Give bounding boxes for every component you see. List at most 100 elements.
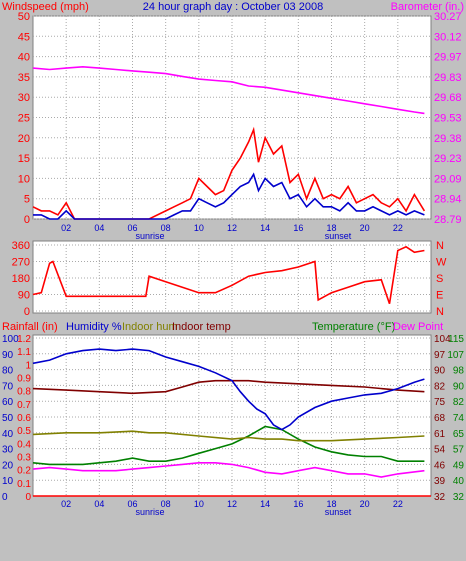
- dir-y-tick-label: 90: [18, 290, 30, 302]
- indoor-temp-y-tick-label: 39: [434, 476, 446, 487]
- baro-y-tick-label: 29.68: [434, 92, 462, 104]
- rain-y-tick-label: 0.7: [17, 400, 31, 411]
- indoor-temp-y-tick-label: 68: [434, 413, 446, 424]
- wind-x-tick-label: 16: [293, 223, 303, 233]
- indoor-temp-y-tick-label: 61: [434, 429, 446, 440]
- baro-y-tick-label: 29.53: [434, 113, 462, 125]
- hum-x-tick-label: 14: [260, 499, 270, 509]
- rain-y-tick-label: 1.2: [17, 334, 31, 345]
- hum-x-tick-label: 18: [326, 499, 336, 509]
- wind-y-tick-label: 50: [18, 11, 30, 23]
- rain-y-tick-label: 0.2: [17, 466, 31, 477]
- temp-y-tick-label: 40: [453, 476, 465, 487]
- hum-x-tick-label: 12: [227, 499, 237, 509]
- chart-title: 24 hour graph day : October 03 2008: [143, 1, 323, 13]
- indoor-temp-y-tick-label: 46: [434, 460, 446, 471]
- wind-y-tick-label: 25: [18, 113, 30, 125]
- wind-x-tick-label: 02: [61, 223, 71, 233]
- barometer-axis-label: Barometer (in.): [391, 1, 464, 13]
- sunrise-label-bottom: sunrise: [135, 507, 164, 517]
- wind-x-tick-label: 22: [393, 223, 403, 233]
- rain-y-tick-label: 1.1: [17, 347, 31, 358]
- baro-y-tick-label: 29.97: [434, 52, 462, 64]
- wind-y-tick-label: 10: [18, 173, 30, 185]
- legend-rainfall: Rainfall (in): [2, 321, 58, 333]
- wind-x-tick-label: 14: [260, 223, 270, 233]
- rain-y-tick-label: 0: [25, 492, 31, 503]
- dir-y-tick-label: 0: [24, 306, 30, 318]
- temp-y-tick-label: 32: [453, 492, 465, 503]
- indoor-temp-y-tick-label: 104: [434, 334, 451, 345]
- hum-y-tick-label: 90: [2, 350, 14, 361]
- wind-y-tick-label: 0: [24, 214, 30, 226]
- dewpoint-line: [32, 461, 425, 478]
- rain-y-tick-label: 0.5: [17, 426, 31, 437]
- temp-y-tick-label: 74: [453, 413, 465, 424]
- barometer-line: [32, 65, 425, 115]
- baro-y-tick-label: 30.27: [434, 11, 462, 23]
- temp-y-tick-label: 82: [453, 397, 465, 408]
- wind-y-tick-label: 35: [18, 72, 30, 84]
- indoor-temp-y-tick-label: 97: [434, 350, 446, 361]
- hum-x-tick-label: 02: [61, 499, 71, 509]
- temp-y-tick-label: 107: [447, 350, 464, 361]
- wind-x-tick-label: 10: [194, 223, 204, 233]
- legend-dewpoint: Dew Point: [393, 321, 443, 333]
- hum-y-tick-label: 40: [2, 429, 14, 440]
- baro-y-tick-label: 29.38: [434, 133, 462, 145]
- hum-x-tick-label: 22: [393, 499, 403, 509]
- hum-y-tick-label: 10: [2, 476, 14, 487]
- hum-y-tick-label: 70: [2, 381, 14, 392]
- dir-compass-label: N: [436, 306, 444, 318]
- wind-direction-line: [32, 245, 425, 304]
- wind-x-tick-label: 18: [326, 223, 336, 233]
- rain-y-tick-label: 1: [25, 360, 31, 371]
- sunset-label-top: sunset: [325, 231, 352, 241]
- baro-y-tick-label: 29.23: [434, 153, 462, 165]
- dir-compass-label: W: [436, 257, 447, 269]
- temp-y-tick-label: 49: [453, 460, 465, 471]
- rain-y-tick-label: 0.3: [17, 453, 31, 464]
- rain-y-tick-label: 0.6: [17, 413, 31, 424]
- baro-y-tick-label: 28.94: [434, 194, 462, 206]
- tick-labels: 0510152025303540455028.7928.9429.0929.23…: [2, 11, 464, 509]
- indoor-temp-y-tick-label: 32: [434, 492, 446, 503]
- temp-y-tick-label: 65: [453, 429, 465, 440]
- baro-y-tick-label: 29.09: [434, 173, 462, 185]
- sunset-label-bottom: sunset: [325, 507, 352, 517]
- legend-indoor-temp: Indoor temp: [172, 321, 231, 333]
- indoor-humidity-line: [32, 430, 425, 442]
- hum-x-tick-label: 20: [360, 499, 370, 509]
- baro-y-tick-label: 29.83: [434, 72, 462, 84]
- rain-y-tick-label: 0.8: [17, 387, 31, 398]
- rain-y-tick-label: 0.1: [17, 479, 31, 490]
- hum-x-tick-label: 06: [127, 499, 137, 509]
- humidity-line: [32, 348, 425, 431]
- hum-y-tick-label: 100: [2, 334, 19, 345]
- hum-y-tick-label: 80: [2, 366, 14, 377]
- hum-y-tick-label: 0: [2, 492, 8, 503]
- dir-compass-label: N: [436, 240, 444, 252]
- hum-x-tick-label: 16: [293, 499, 303, 509]
- dir-compass-label: E: [436, 290, 443, 302]
- hum-y-tick-label: 60: [2, 397, 14, 408]
- rain-y-tick-label: 0.4: [17, 439, 31, 450]
- wind-speed-line: [33, 172, 425, 220]
- temp-y-tick-label: 98: [453, 366, 465, 377]
- wind-y-tick-label: 20: [18, 133, 30, 145]
- temp-y-tick-label: 90: [453, 381, 465, 392]
- plot-lines: [32, 65, 431, 497]
- wind-y-tick-label: 40: [18, 52, 30, 64]
- direction-plot-area: [32, 240, 432, 314]
- hum-y-tick-label: 50: [2, 413, 14, 424]
- indoor-temp-y-tick-label: 75: [434, 397, 446, 408]
- dir-y-tick-label: 180: [12, 273, 30, 285]
- hum-x-tick-label: 08: [161, 499, 171, 509]
- wind-x-tick-label: 12: [227, 223, 237, 233]
- humidity-temp-plot-area: [32, 334, 432, 497]
- temperature-line: [32, 425, 425, 466]
- hum-x-tick-label: 10: [194, 499, 204, 509]
- hum-y-tick-label: 30: [2, 445, 14, 456]
